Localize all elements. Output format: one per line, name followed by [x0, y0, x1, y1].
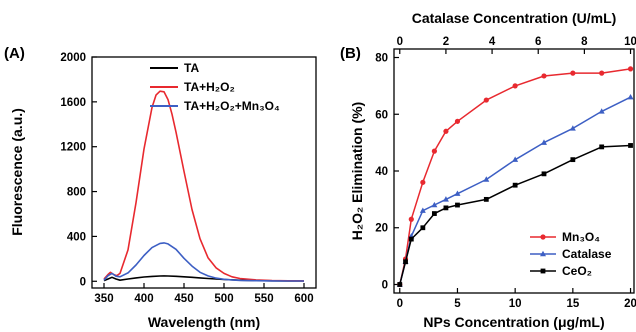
data-point — [599, 144, 605, 150]
y-tick-label: 0 — [80, 276, 86, 288]
data-point — [483, 196, 489, 202]
y-tick-label: 400 — [67, 231, 86, 243]
top-x-tick-label: 4 — [489, 36, 496, 48]
panel-b-y-ticks: 0 20 40 60 80 — [375, 53, 399, 291]
panel-a-legend: TA TA+H₂O₂ TA+H₂O₂+Mn₃O₄ — [150, 61, 280, 113]
data-point — [599, 70, 605, 76]
data-point — [420, 179, 426, 185]
data-point — [431, 148, 437, 154]
x-tick-label: 10 — [509, 298, 522, 310]
panel-b-top-x-axis-label: Catalase Concentration (U/mL) — [412, 10, 617, 26]
panel-b-series — [396, 66, 634, 288]
y-tick-label: 2000 — [60, 52, 86, 64]
panel-a-y-ticks: 0 400 800 1200 1600 2000 — [60, 52, 97, 288]
data-point — [455, 202, 460, 208]
data-point — [483, 97, 489, 103]
x-tick-label: 600 — [294, 293, 313, 305]
x-tick-label: 350 — [94, 293, 113, 305]
panel-a-x-ticks: 350 400 450 500 550 600 — [94, 283, 314, 305]
data-point — [454, 118, 461, 124]
x-tick-label: 0 — [397, 298, 403, 310]
y-tick-label: 1200 — [60, 142, 86, 154]
data-point — [408, 216, 414, 222]
series-line-2 — [103, 90, 305, 282]
panel-b-x-ticks: 0 5 10 15 20 — [397, 288, 636, 310]
x-tick-label: 400 — [134, 293, 153, 305]
x-tick-label: 20 — [624, 298, 636, 310]
x-tick-label: 500 — [214, 293, 233, 305]
data-point — [627, 66, 634, 72]
legend-label: TA+H₂O₂ — [184, 80, 235, 94]
y-tick-label: 20 — [375, 223, 388, 235]
panel-a-x-axis-label: Wavelength (nm) — [148, 314, 260, 330]
y-tick-label: 40 — [375, 166, 388, 178]
panel-b: (B) 0 5 10 15 20 0 2 4 6 8 10 0 20 40 60 80 Mn₃O₄ Cata… — [340, 10, 636, 330]
y-tick-label: 60 — [375, 109, 388, 121]
data-point — [598, 108, 605, 114]
data-point — [443, 205, 449, 211]
x-tick-label: 450 — [174, 293, 193, 305]
top-x-tick-label: 10 — [624, 36, 636, 48]
legend-label: TA — [184, 61, 199, 75]
data-point — [512, 156, 519, 162]
data-point — [442, 196, 449, 202]
panel-b-legend: Mn₃O₄ Catalase CeO₂ — [530, 230, 612, 278]
panel-b-x-axis-label: NPs Concentration (μg/mL) — [423, 314, 604, 330]
data-point — [570, 157, 576, 163]
panel-a: (A) 350 400 450 500 550 600 0 400 800 1200 1600 20… — [4, 45, 317, 330]
legend-label: Mn₃O₄ — [562, 230, 600, 244]
data-point — [569, 125, 576, 131]
data-point — [541, 171, 547, 177]
data-point — [512, 83, 518, 89]
y-tick-label: 0 — [382, 279, 388, 291]
data-point — [420, 225, 426, 231]
top-x-tick-label: 8 — [581, 36, 588, 48]
data-point — [512, 182, 518, 188]
panel-a-series — [103, 90, 305, 282]
data-point — [408, 236, 414, 242]
top-x-tick-label: 0 — [397, 36, 403, 48]
legend-label: Catalase — [562, 247, 612, 261]
data-point — [431, 201, 438, 208]
panel-a-y-axis-label: Fluorescence (a.u.) — [9, 108, 25, 236]
panel-a-plot-frame — [91, 56, 317, 289]
y-tick-label: 800 — [67, 187, 86, 199]
top-x-tick-label: 6 — [535, 36, 541, 48]
panel-b-y-axis-label: H₂O₂ Elimination (%) — [349, 102, 365, 240]
x-tick-label: 15 — [566, 298, 579, 310]
x-tick-label: 5 — [454, 298, 461, 310]
top-x-tick-label: 2 — [443, 36, 449, 48]
y-tick-label: 1600 — [60, 97, 86, 109]
data-point — [570, 70, 576, 76]
data-point — [627, 94, 634, 100]
legend-marker — [540, 250, 546, 257]
data-point — [541, 139, 547, 145]
series-line-3 — [103, 242, 304, 282]
y-tick-label: 80 — [375, 53, 388, 65]
data-point — [397, 282, 403, 287]
legend-marker — [540, 268, 546, 274]
data-point — [483, 176, 490, 182]
panel-a-label: (A) — [4, 45, 25, 62]
legend-marker — [540, 234, 546, 240]
data-point — [628, 143, 633, 148]
data-point — [431, 211, 437, 216]
data-point — [443, 128, 449, 134]
panel-b-label: (B) — [340, 45, 361, 62]
x-tick-label: 550 — [254, 293, 273, 305]
legend-label: TA+H₂O₂+Mn₃O₄ — [184, 99, 280, 113]
legend-label: CeO₂ — [562, 264, 592, 278]
data-point — [541, 73, 547, 79]
data-point — [454, 190, 461, 196]
panel-b-top-x-ticks: 0 2 4 6 8 10 — [397, 36, 636, 54]
data-point — [403, 259, 408, 265]
data-point — [419, 207, 426, 213]
